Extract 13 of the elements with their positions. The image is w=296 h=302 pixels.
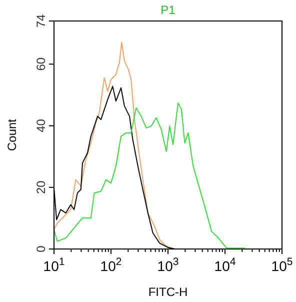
x-tick-label: 10$^{3}$ [157, 256, 179, 274]
chart-title: P1 [160, 3, 176, 17]
y-tick-label: 0 [34, 245, 48, 252]
y-axis-title: Count [5, 118, 19, 152]
y-tick-label: 40 [34, 118, 48, 132]
x-tick-label: 10$^{4}$ [214, 256, 236, 274]
y-tick-label: 74 [34, 14, 48, 28]
y-tick-label: 60 [34, 57, 48, 71]
x-tick-label: 10$^{5}$ [271, 256, 293, 274]
y-tick-label: 20 [34, 180, 48, 194]
x-axis-title: FITC-H [148, 285, 188, 299]
x-tick-label: 10$^{1}$ [43, 256, 65, 274]
x-tick-label: 10$^{2}$ [100, 256, 122, 274]
